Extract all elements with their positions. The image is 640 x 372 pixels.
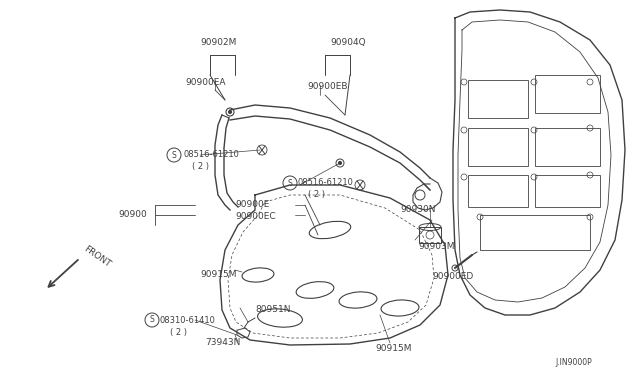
Bar <box>535 175 600 207</box>
Text: ( 2 ): ( 2 ) <box>308 190 325 199</box>
Circle shape <box>339 161 342 164</box>
Bar <box>480 215 590 250</box>
Text: 90900EC: 90900EC <box>235 212 276 221</box>
Bar <box>468 128 528 166</box>
Text: 90900: 90900 <box>118 210 147 219</box>
Text: 08310-61410: 08310-61410 <box>160 316 216 325</box>
Text: 90900EA: 90900EA <box>185 78 225 87</box>
Text: FRONT: FRONT <box>82 245 112 269</box>
Text: 73943N: 73943N <box>205 338 241 347</box>
Bar <box>535 75 600 113</box>
Text: 90900E: 90900E <box>235 200 269 209</box>
Text: 90902M: 90902M <box>200 38 236 47</box>
Text: 08516-61210: 08516-61210 <box>183 150 239 159</box>
Text: S: S <box>287 179 292 187</box>
Text: ( 2 ): ( 2 ) <box>192 162 209 171</box>
Text: 90900EB: 90900EB <box>307 82 348 91</box>
Text: S: S <box>150 315 154 324</box>
Bar <box>468 80 528 118</box>
Text: J.IN9000P: J.IN9000P <box>555 358 592 367</box>
Text: 80951N: 80951N <box>255 305 291 314</box>
Text: 90900ED: 90900ED <box>432 272 473 281</box>
Text: 90904Q: 90904Q <box>330 38 365 47</box>
Bar <box>468 175 528 207</box>
Bar <box>419 227 441 243</box>
Bar <box>535 128 600 166</box>
Text: 90930N: 90930N <box>400 205 435 214</box>
Text: 08516-61210: 08516-61210 <box>298 178 354 187</box>
Text: 90915M: 90915M <box>200 270 237 279</box>
Text: ( 2 ): ( 2 ) <box>170 328 187 337</box>
Text: 90915M: 90915M <box>375 344 412 353</box>
Text: S: S <box>172 151 177 160</box>
Text: 90903M: 90903M <box>418 242 454 251</box>
Circle shape <box>228 110 232 113</box>
